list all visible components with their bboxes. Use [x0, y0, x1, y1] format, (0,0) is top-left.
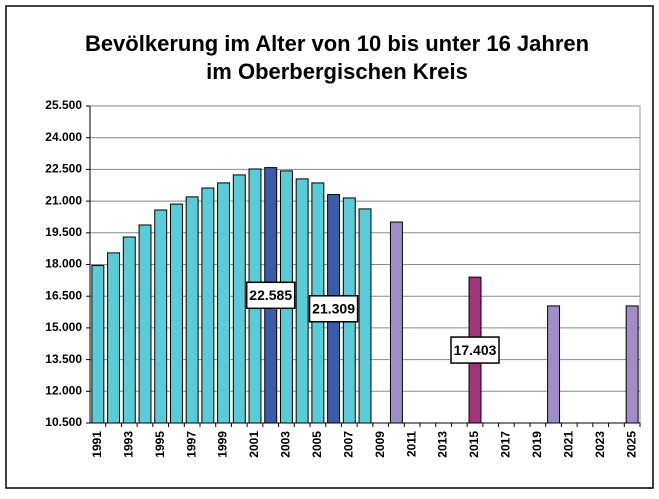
bar	[217, 182, 231, 424]
x-tick-label: 1999	[216, 431, 230, 458]
y-tick-label: 10.500	[45, 415, 82, 429]
y-tick-label: 15.000	[45, 320, 82, 334]
bar	[154, 209, 168, 424]
bar	[295, 178, 309, 424]
x-tick-label: 2019	[530, 431, 544, 458]
x-tick-label: 2015	[467, 431, 481, 458]
x-tick-label: 2001	[247, 431, 261, 458]
x-tick-label: 2007	[341, 431, 355, 458]
chart-title: Bevölkerung im Alter von 10 bis unter 16…	[85, 31, 589, 56]
x-tick-label: 1995	[153, 431, 167, 458]
x-tick-label: 1991	[90, 431, 104, 458]
x-tick-label: 2009	[373, 431, 387, 458]
data-label-box	[245, 281, 296, 310]
bar	[169, 203, 183, 424]
x-tick-label: 2017	[499, 431, 513, 458]
y-tick-label: 21.000	[45, 193, 82, 207]
x-tick-label: 2005	[310, 431, 324, 458]
data-label-box	[450, 336, 500, 364]
bar	[185, 196, 199, 424]
x-tick-label: 1997	[184, 431, 198, 458]
data-label: 22.585	[249, 287, 292, 303]
x-tick-label: 2025	[624, 431, 638, 458]
x-tick-label: 1993	[121, 431, 135, 458]
x-tick-label: 2003	[279, 431, 293, 458]
bar	[201, 187, 215, 424]
y-tick-label: 25.500	[45, 98, 82, 112]
bar	[122, 236, 136, 424]
x-tick-label: 2023	[593, 431, 607, 458]
y-tick-label: 12.000	[45, 383, 82, 397]
y-tick-label: 22.500	[45, 162, 82, 176]
x-tick-label: 2011	[404, 431, 418, 457]
y-tick-label: 19.500	[45, 225, 82, 239]
bar	[358, 208, 372, 424]
y-tick-label: 13.500	[45, 352, 82, 366]
data-label: 17.403	[454, 342, 497, 358]
bar	[232, 174, 246, 424]
bar	[625, 305, 639, 424]
chart-title: im Oberbergischen Kreis	[206, 59, 468, 84]
y-tick-label: 16.500	[45, 288, 82, 302]
bar	[138, 224, 152, 424]
x-tick-label: 2013	[436, 431, 450, 458]
y-tick-label: 18.000	[45, 257, 82, 271]
bar	[389, 221, 403, 424]
y-tick-label: 24.000	[45, 130, 82, 144]
data-label: 21.309	[312, 300, 355, 316]
bar	[107, 252, 121, 424]
bar	[547, 305, 561, 424]
x-tick-label: 2021	[561, 431, 575, 458]
data-label-box	[308, 295, 359, 323]
bar	[91, 265, 105, 424]
